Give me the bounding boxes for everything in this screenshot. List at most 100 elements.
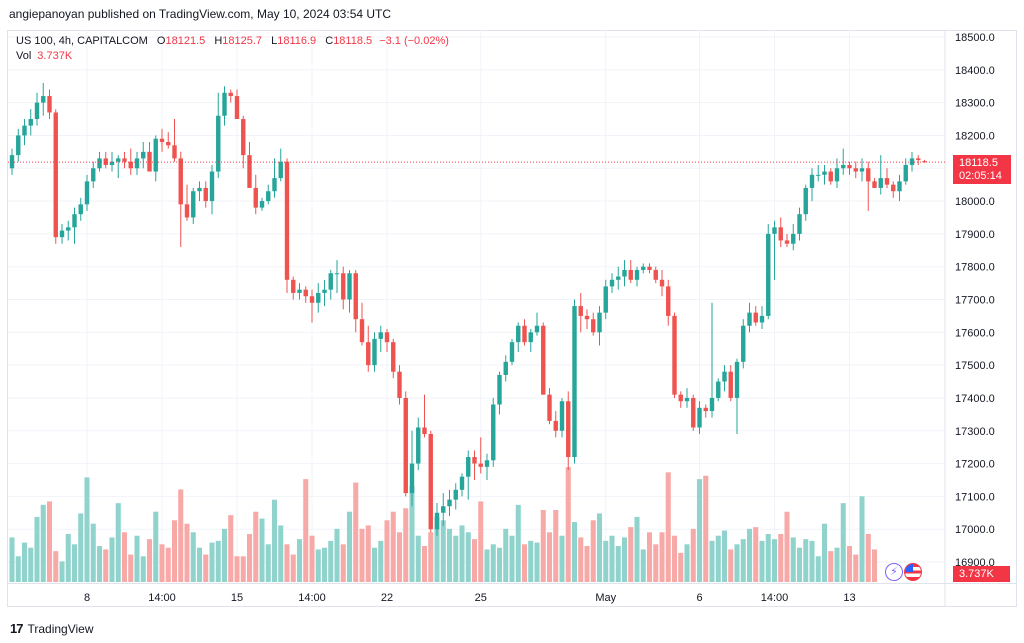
volume-bar xyxy=(528,540,534,582)
volume-bar xyxy=(771,539,778,582)
volume-bar xyxy=(778,534,784,582)
candle-body xyxy=(447,499,452,507)
volume-tag: 3.737K xyxy=(953,566,1010,582)
candle-body xyxy=(634,269,640,280)
volume-bar xyxy=(371,547,378,582)
volume-bar xyxy=(65,534,71,582)
volume-bar xyxy=(671,535,678,582)
candle-body xyxy=(547,394,552,421)
volume-bar xyxy=(315,549,321,582)
footer-brand[interactable]: TradingView xyxy=(27,621,94,636)
volume-bar xyxy=(228,515,234,582)
volume-bar xyxy=(603,540,609,582)
y-tick-label: 17000.0 xyxy=(955,524,995,536)
volume-bar xyxy=(628,527,634,582)
candle-body xyxy=(384,332,390,343)
volume-bar xyxy=(496,547,503,582)
volume-bar xyxy=(78,513,84,582)
volume-bar xyxy=(246,534,253,582)
volume-bar xyxy=(146,539,153,582)
candle-body xyxy=(472,457,477,464)
tradingview-logo-icon[interactable]: 17 xyxy=(10,621,24,636)
candle-body xyxy=(609,279,615,287)
y-tick-label: 18400.0 xyxy=(955,65,995,77)
volume-bar xyxy=(365,525,371,582)
us-flag-icon[interactable] xyxy=(904,563,922,581)
candle-body xyxy=(53,112,58,238)
volume-bar xyxy=(34,516,40,582)
candle-body xyxy=(553,420,558,431)
candle-body xyxy=(209,171,215,202)
candle-body xyxy=(128,161,133,169)
candle-body xyxy=(34,102,40,120)
volume-bar xyxy=(646,532,653,582)
volume-bar xyxy=(296,539,303,582)
volume-bar xyxy=(140,556,146,582)
volume-bar xyxy=(328,540,334,582)
volume-bar xyxy=(434,516,440,582)
y-axis: 16900.017000.017100.017200.017300.017400… xyxy=(955,32,995,569)
candle-body xyxy=(528,332,533,343)
candle-body xyxy=(597,312,602,333)
volume-bar xyxy=(471,539,478,582)
volume-bar xyxy=(484,549,490,582)
candle-body xyxy=(903,164,908,182)
x-tick-label: 8 xyxy=(84,592,90,604)
candle-body xyxy=(316,292,321,303)
y-tick-label: 18200.0 xyxy=(955,130,995,142)
candle-body xyxy=(103,158,108,165)
countdown-value: 02:05:14 xyxy=(959,170,1002,182)
volume-bar xyxy=(809,540,815,582)
candle-body xyxy=(372,338,377,366)
volume-bar xyxy=(21,542,28,582)
candle-body xyxy=(22,125,27,136)
volume-bar xyxy=(359,528,365,582)
candle-body xyxy=(766,233,771,316)
y-tick-label: 17700.0 xyxy=(955,295,995,307)
candle-body xyxy=(391,342,396,372)
x-axis: 8 14:00 15 14:00 22 25 May 6 14:00 13 xyxy=(84,592,856,604)
candle-body xyxy=(866,168,871,182)
candle-body xyxy=(566,401,571,457)
high-label: H xyxy=(214,35,223,47)
volume-bar xyxy=(590,520,596,582)
candle-body xyxy=(878,178,883,188)
candle-body xyxy=(297,289,302,293)
high-value: 18125.7 xyxy=(222,35,263,47)
candle-body xyxy=(47,96,52,113)
candle-body xyxy=(834,168,840,182)
volume-bar xyxy=(134,535,140,582)
volume-bar xyxy=(734,544,740,582)
volume-bars xyxy=(9,467,878,582)
candle-body xyxy=(366,342,371,366)
volume-bar xyxy=(40,504,46,582)
candle-body xyxy=(166,142,171,146)
candle-body xyxy=(722,371,727,382)
candle-body xyxy=(509,342,515,362)
volume-bar xyxy=(165,547,171,582)
volume-bar xyxy=(303,479,309,582)
volume-legend: Vol 3.737K xyxy=(16,49,72,64)
candle-body xyxy=(578,306,583,316)
volume-bar xyxy=(240,556,246,582)
candle-body xyxy=(353,273,358,320)
lightning-icon[interactable]: ⚡ xyxy=(885,563,903,581)
x-tick-label: 22 xyxy=(381,592,393,604)
candle-body xyxy=(378,332,383,339)
volume-bar xyxy=(659,532,665,582)
candle-body xyxy=(341,273,346,300)
candle-body xyxy=(216,115,221,172)
candle-body xyxy=(891,184,896,192)
volume-bar xyxy=(59,561,65,582)
volume-bar xyxy=(678,552,684,582)
candle-body xyxy=(84,181,90,205)
candle-body xyxy=(703,407,708,412)
candle-body xyxy=(178,158,183,205)
candle-body xyxy=(347,273,352,300)
y-tick-label: 17100.0 xyxy=(955,491,995,503)
chart-frame[interactable] xyxy=(7,30,1017,607)
volume-bar xyxy=(490,544,496,582)
volume-bar xyxy=(821,523,828,582)
volume-bar xyxy=(853,554,859,582)
